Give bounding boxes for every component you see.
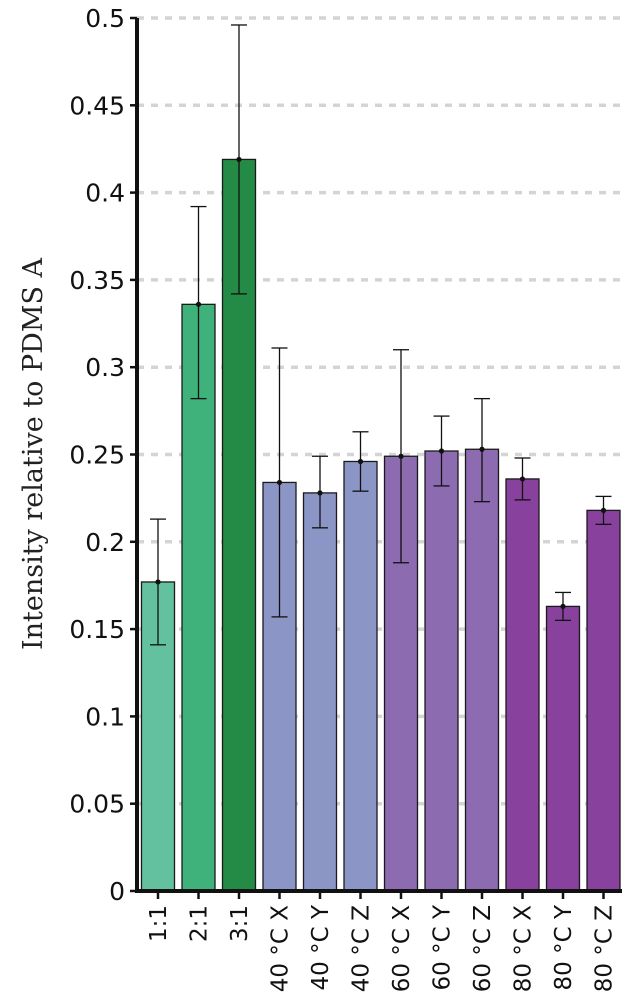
x-tick-label: 60 °C Y <box>430 904 456 990</box>
bars <box>140 158 621 892</box>
bar <box>424 450 459 892</box>
mean-point <box>519 476 526 482</box>
y-tick-label: 0.45 <box>69 91 125 120</box>
y-tick-label: 0.3 <box>85 353 125 382</box>
x-tick-label: 80 °C Y <box>551 904 577 990</box>
y-tick-label: 0.05 <box>69 790 125 819</box>
mean-point <box>195 301 202 307</box>
mean-point <box>438 448 445 454</box>
y-tick-label: 0.2 <box>85 528 125 557</box>
bar <box>545 605 581 892</box>
x-tick-label: 80 °C X <box>511 905 537 992</box>
x-tick-label: 3:1 <box>227 905 253 942</box>
x-ticks: 1:1 2:1 3:1 40 °C X 40 °C Y 40 °C Z 60 °C X 60 … <box>146 891 618 992</box>
bar <box>464 448 500 892</box>
y-tick-label: 0.15 <box>69 615 125 644</box>
mean-point <box>600 507 607 513</box>
x-tick-label: 40 °C X <box>268 905 294 992</box>
bar <box>302 492 338 892</box>
mean-point <box>317 490 323 496</box>
y-tick-label: 0 <box>109 877 125 906</box>
y-tick-label: 0.1 <box>85 702 125 731</box>
grid-lines <box>137 16 622 806</box>
x-tick-label: 40 °C Z <box>349 905 375 992</box>
mean-point <box>276 479 283 486</box>
mean-point <box>398 453 404 459</box>
y-ticks: 0 0.05 0.1 0.15 0.2 0.25 0.3 0.35 0.4 0.45 0.5 <box>69 4 137 906</box>
mean-point <box>155 579 161 585</box>
mean-point <box>479 446 485 452</box>
x-tick-label: 2:1 <box>187 905 213 942</box>
y-tick-label: 0.35 <box>69 266 125 295</box>
mean-point <box>357 458 364 465</box>
bar <box>181 303 216 892</box>
x-tick-label: 60 °C X <box>389 905 415 992</box>
bar <box>586 509 621 892</box>
y-tick-label: 0.4 <box>85 179 125 208</box>
x-tick-label: 40 °C Y <box>308 904 334 990</box>
x-tick-label: 80 °C Z <box>592 905 618 992</box>
mean-point <box>236 156 242 163</box>
bar <box>343 460 378 892</box>
error-bars <box>150 24 612 646</box>
bar <box>505 478 540 892</box>
y-tick-label: 0.25 <box>69 441 125 470</box>
x-tick-label: 60 °C Z <box>470 905 496 992</box>
mean-point <box>560 603 566 610</box>
y-tick-label: 0.5 <box>85 4 125 33</box>
x-tick-label: 1:1 <box>146 905 172 942</box>
y-axis-title: Intensity relative to PDMS A <box>18 257 49 650</box>
